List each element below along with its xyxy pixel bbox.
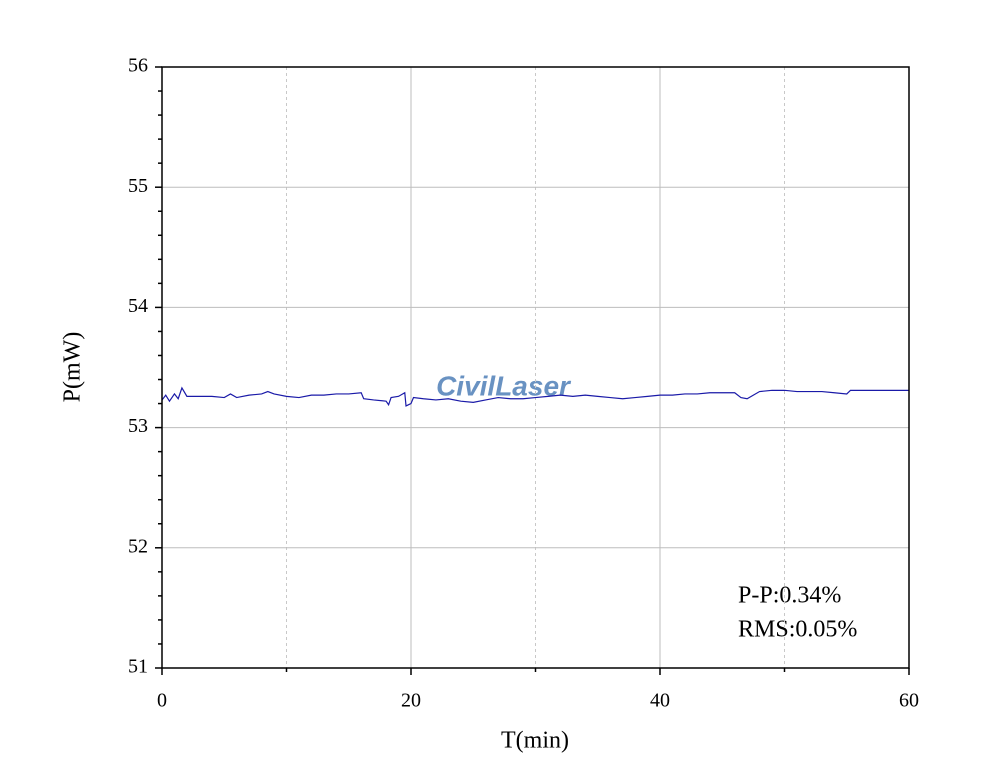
y-axis-label: P(mW) (60, 332, 86, 403)
data-line (161, 386, 909, 407)
y-tick-label: 55 (128, 175, 148, 197)
y-tick-label: 56 (128, 55, 148, 77)
x-tick-label: 20 (401, 690, 421, 712)
y-tick-label: 53 (128, 415, 148, 437)
x-tick-label: 0 (157, 690, 167, 712)
y-tick-label: 52 (128, 535, 148, 557)
x-tick-label: 60 (899, 690, 919, 712)
plot-frame (161, 66, 910, 669)
watermark: CivilLaser (436, 370, 572, 401)
y-tick-label: 51 (128, 656, 148, 678)
y-tick-label: 54 (128, 295, 148, 317)
x-tick-label: 40 (650, 690, 670, 712)
annotation: RMS:0.05% (738, 617, 857, 643)
annotation: P-P:0.34% (738, 583, 841, 609)
x-axis-label: T(min) (501, 728, 569, 754)
